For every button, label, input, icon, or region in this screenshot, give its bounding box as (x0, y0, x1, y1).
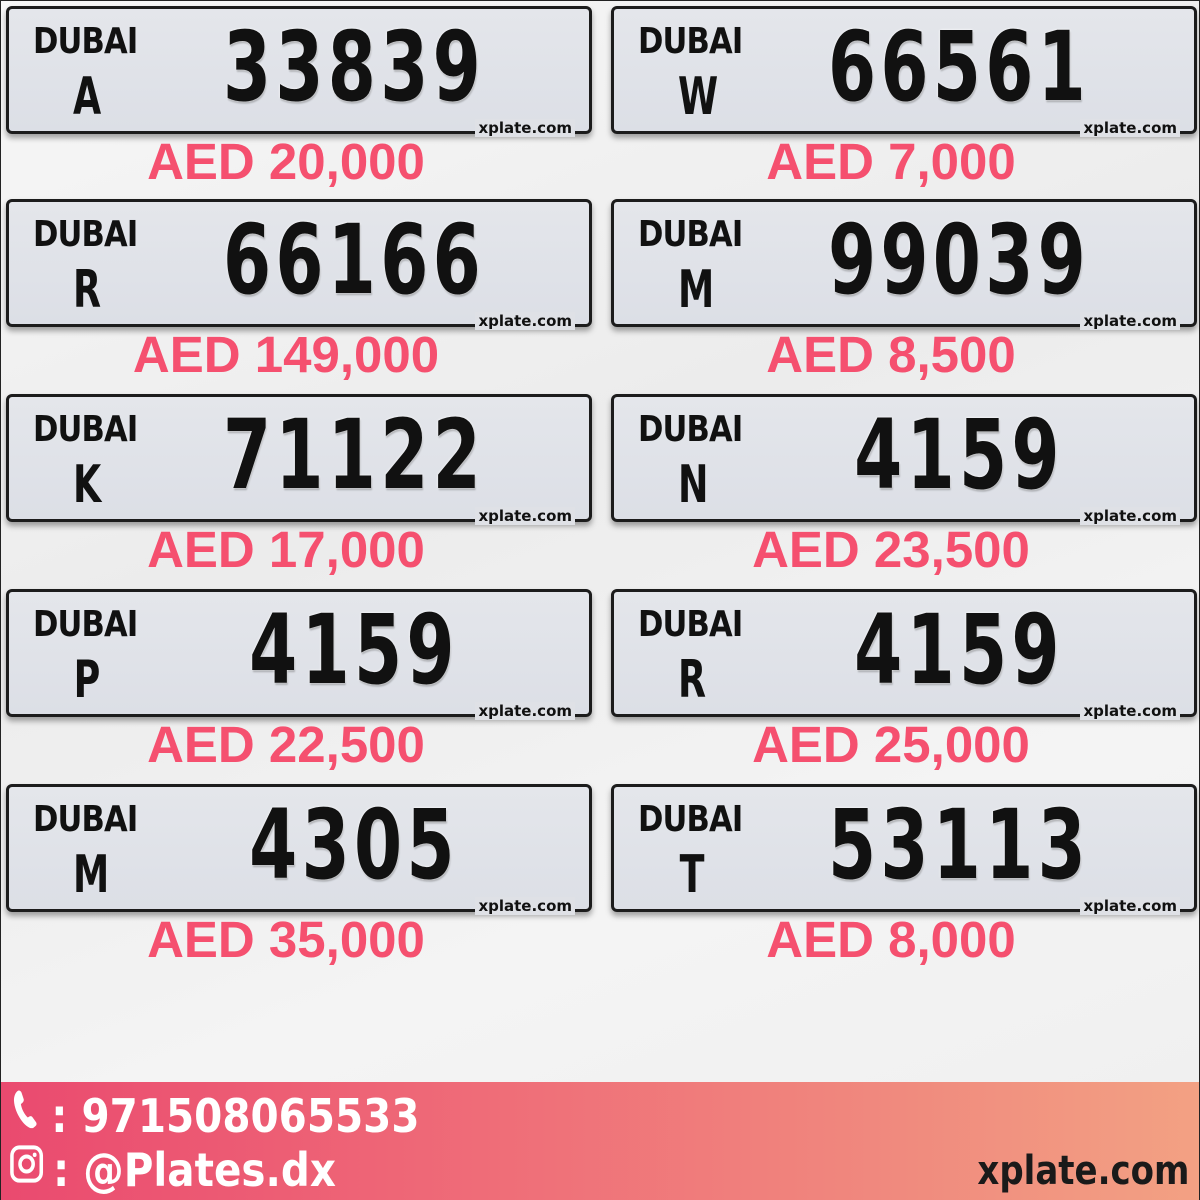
plate-number: 99039 (827, 204, 1091, 316)
plate-price: AED 35,000 (147, 911, 425, 968)
emirate-label: DUBAI (33, 214, 138, 255)
plate-number: 4305 (249, 789, 459, 901)
plate-brand: xplate.com (1080, 507, 1180, 525)
plate-number: 4159 (854, 594, 1064, 706)
plate-listing[interactable]: DUBAI M 4305 xplate.com AED 35,000 (6, 784, 592, 974)
plate-listing[interactable]: DUBAI K 71122 xplate.com AED 17,000 (6, 394, 592, 584)
plate-price: AED 20,000 (147, 133, 425, 190)
plate-price: AED 8,000 (766, 911, 1016, 968)
plate-brand: xplate.com (475, 702, 575, 720)
instagram-row[interactable]: : @Plates.dx (9, 1142, 336, 1197)
plate-listing[interactable]: DUBAI N 4159 xplate.com AED 23,500 (611, 394, 1197, 584)
emirate-label: DUBAI (638, 799, 743, 840)
license-plate: DUBAI R 4159 xplate.com (611, 589, 1197, 720)
plate-letter: R (73, 260, 102, 320)
phone-row[interactable]: : 971508065533 (9, 1088, 420, 1143)
plate-listing[interactable]: DUBAI R 66166 xplate.com AED 149,000 (6, 199, 592, 389)
plate-price: AED 7,000 (766, 133, 1016, 190)
emirate-label: DUBAI (638, 604, 743, 645)
plate-price: AED 22,500 (147, 716, 425, 773)
plate-letter: K (73, 455, 102, 515)
license-plate: DUBAI R 66166 xplate.com (6, 199, 592, 330)
plate-letter: W (678, 67, 719, 127)
plate-brand: xplate.com (1080, 702, 1180, 720)
license-plate: DUBAI W 66561 xplate.com (611, 6, 1197, 137)
plate-price: AED 8,500 (766, 326, 1016, 383)
phone-number: : 971508065533 (51, 1088, 420, 1143)
plate-brand: xplate.com (475, 897, 575, 915)
plate-listing[interactable]: DUBAI W 66561 xplate.com AED 7,000 (611, 6, 1197, 196)
license-plate: DUBAI M 4305 xplate.com (6, 784, 592, 915)
site-url[interactable]: xplate.com (976, 1148, 1189, 1194)
license-plate: DUBAI P 4159 xplate.com (6, 589, 592, 720)
emirate-label: DUBAI (33, 604, 138, 645)
plate-brand: xplate.com (1080, 119, 1180, 137)
emirate-label: DUBAI (33, 799, 138, 840)
plate-listing[interactable]: DUBAI A 33839 xplate.com AED 20,000 (6, 6, 592, 196)
plate-listing[interactable]: DUBAI M 99039 xplate.com AED 8,500 (611, 199, 1197, 389)
plate-price: AED 17,000 (147, 521, 425, 578)
plate-price: AED 149,000 (132, 326, 440, 383)
license-plate: DUBAI K 71122 xplate.com (6, 394, 592, 525)
license-plate: DUBAI T 53113 xplate.com (611, 784, 1197, 915)
plate-letter: R (678, 650, 707, 710)
emirate-label: DUBAI (638, 409, 743, 450)
phone-icon (9, 1088, 42, 1143)
plate-number: 66166 (222, 204, 486, 316)
instagram-handle: : @Plates.dx (53, 1142, 336, 1197)
plate-letter: P (73, 650, 101, 710)
emirate-label: DUBAI (638, 21, 743, 62)
emirate-label: DUBAI (33, 21, 138, 62)
plate-number: 4159 (854, 399, 1064, 511)
plate-brand: xplate.com (1080, 897, 1180, 915)
plate-letter: N (678, 455, 709, 515)
plate-letter: M (678, 260, 715, 320)
plate-letter: T (679, 845, 705, 905)
license-plate: DUBAI N 4159 xplate.com (611, 394, 1197, 525)
plate-brand: xplate.com (475, 507, 575, 525)
plate-listing[interactable]: DUBAI R 4159 xplate.com AED 25,000 (611, 589, 1197, 779)
plate-listing[interactable]: DUBAI P 4159 xplate.com AED 22,500 (6, 589, 592, 779)
plate-number: 53113 (827, 789, 1091, 901)
plate-price: AED 23,500 (752, 521, 1030, 578)
license-plate: DUBAI M 99039 xplate.com (611, 199, 1197, 330)
emirate-label: DUBAI (33, 409, 138, 450)
plate-brand: xplate.com (1080, 312, 1180, 330)
plate-number: 66561 (827, 11, 1091, 123)
plate-brand: xplate.com (475, 312, 575, 330)
plate-listing[interactable]: DUBAI T 53113 xplate.com AED 8,000 (611, 784, 1197, 974)
contact-footer: : 971508065533 : @Plates.dx xplate.com (1, 1082, 1199, 1200)
plate-number: 4159 (249, 594, 459, 706)
plate-number: 33839 (222, 11, 486, 123)
plate-letter: A (73, 67, 102, 127)
plate-number: 71122 (222, 399, 486, 511)
plate-letter: M (73, 845, 110, 905)
emirate-label: DUBAI (638, 214, 743, 255)
plate-price: AED 25,000 (752, 716, 1030, 773)
instagram-icon (9, 1142, 44, 1197)
license-plate: DUBAI A 33839 xplate.com (6, 6, 592, 137)
plate-brand: xplate.com (475, 119, 575, 137)
